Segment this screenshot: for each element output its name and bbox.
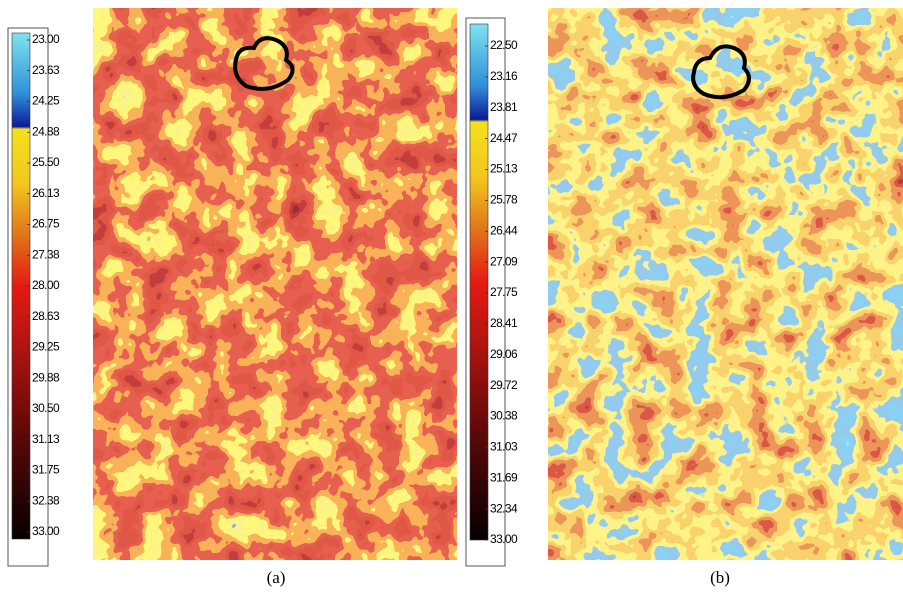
tick-label: 26.13 (32, 186, 60, 200)
tick-label: 30.38 (490, 409, 518, 423)
tick-label: 32.38 (32, 493, 60, 507)
tick-label: 32.34 (490, 501, 518, 515)
temperature-map (93, 8, 457, 560)
tick-label: 26.75 (32, 217, 60, 231)
tick-label: 33.00 (490, 532, 518, 546)
tick-label: 28.41 (490, 316, 518, 330)
tick-label: 25.78 (490, 193, 518, 207)
tick-label: 31.69 (490, 470, 518, 484)
tick-label: 31.75 (32, 463, 60, 477)
tick-label: 28.00 (32, 278, 60, 292)
tick-label: 31.13 (32, 432, 60, 446)
tick-label: 25.13 (490, 162, 518, 176)
tick-label: 33.00 (32, 524, 60, 538)
colorbar (470, 24, 488, 540)
tick-label: 23.63 (32, 63, 60, 77)
tick-label: 24.47 (490, 131, 518, 145)
figure: 23.00 23.63 24.25 24.88 25.50 26.13 26.75 27.38… (0, 0, 903, 592)
tick-label: 24.88 (32, 124, 60, 138)
tick-label: 29.25 (32, 340, 60, 354)
tick-label: 23.81 (490, 100, 518, 114)
tick-label: 28.63 (32, 309, 60, 323)
tick-label: 29.72 (490, 378, 518, 392)
tick-label: 27.38 (32, 247, 60, 261)
tick-label: 25.50 (32, 155, 60, 169)
tick-label: 23.00 (32, 32, 60, 46)
caption: (a) (267, 568, 286, 587)
tick-label: 23.16 (490, 69, 518, 83)
temperature-map (548, 8, 903, 560)
tick-label: 22.50 (490, 38, 518, 52)
tick-label: 27.75 (490, 285, 518, 299)
tick-label: 29.88 (32, 370, 60, 384)
tick-label: 29.06 (490, 347, 518, 361)
tick-label: 31.03 (490, 440, 518, 454)
caption: (b) (710, 568, 730, 587)
tick-label: 24.25 (32, 94, 60, 108)
tick-label: 30.50 (32, 401, 60, 415)
tick-label: 26.44 (490, 223, 518, 237)
tick-label: 27.09 (490, 254, 518, 268)
